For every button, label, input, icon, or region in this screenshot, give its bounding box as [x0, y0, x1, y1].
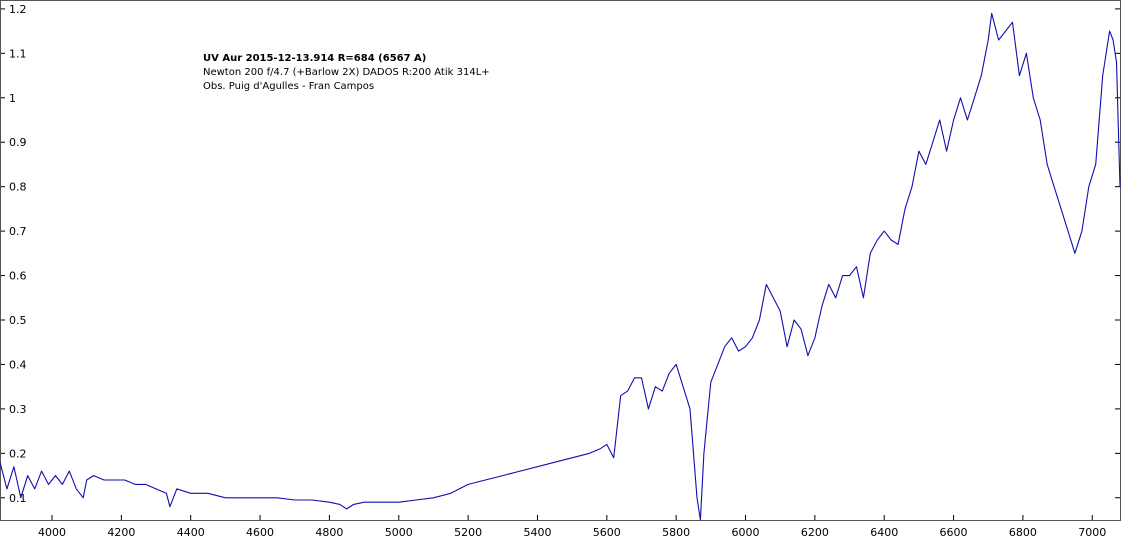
x-tick-label: 5600 — [593, 526, 621, 539]
y-axis: 0.1 0.2 0.3 0.4 0.5 0.6 0.7 0.8 0.9 1 1.1 1.2 — [1, 3, 1120, 505]
y-tick-label: 0.4 — [9, 358, 27, 371]
y-tick-label: 0.9 — [9, 136, 27, 149]
x-tick-label: 4400 — [177, 526, 205, 539]
chart-subtitle-instrument: Newton 200 f/4.7 (+Barlow 2X) DADOS R:20… — [203, 67, 490, 78]
x-tick-label: 4800 — [315, 526, 343, 539]
y-tick-label: 0.8 — [9, 181, 27, 194]
series-layer — [0, 12, 1121, 521]
x-tick-label: 6200 — [801, 526, 829, 539]
x-tick-label: 6800 — [1009, 526, 1037, 539]
x-axis: 4000 4200 4400 4600 4800 5000 5200 5400 5600 5800… — [38, 515, 1106, 539]
x-tick-label: 5800 — [662, 526, 690, 539]
y-tick-label: 0.1 — [9, 492, 27, 505]
plot-frame — [0, 0, 1121, 521]
x-tick-label: 5200 — [454, 526, 482, 539]
x-tick-label: 4600 — [246, 526, 274, 539]
y-tick-label: 0.5 — [9, 314, 27, 327]
y-tick-label: 1 — [9, 92, 16, 105]
x-tick-label: 5400 — [523, 526, 551, 539]
x-tick-label: 4200 — [107, 526, 135, 539]
x-tick-label: 6600 — [940, 526, 968, 539]
y-tick-label: 0.6 — [9, 270, 27, 283]
x-tick-label: 5000 — [385, 526, 413, 539]
x-tick-label: 6000 — [732, 526, 760, 539]
chart-title: UV Aur 2015-12-13.914 R=684 (6567 A) — [203, 53, 426, 64]
y-tick-label: 1.2 — [9, 3, 27, 16]
x-tick-label: 6400 — [870, 526, 898, 539]
x-tick-label: 4000 — [38, 526, 66, 539]
y-tick-label: 1.1 — [9, 47, 27, 60]
chart-subtitle-observer: Obs. Puig d'Agulles - Fran Campos — [203, 81, 374, 92]
y-tick-label: 0.7 — [9, 225, 27, 238]
y-tick-label: 0.3 — [9, 403, 27, 416]
y-tick-label: 0.2 — [9, 447, 27, 460]
spectrum-series-line — [0, 12, 1121, 521]
x-tick-label: 7000 — [1078, 526, 1106, 539]
